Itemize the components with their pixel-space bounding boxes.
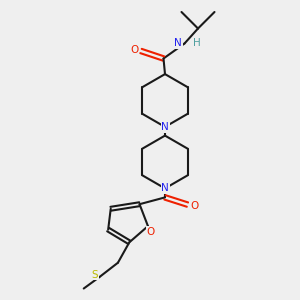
Text: N: N: [161, 183, 169, 194]
Text: N: N: [161, 122, 169, 132]
Text: O: O: [146, 226, 154, 236]
Text: O: O: [190, 201, 198, 211]
Text: S: S: [92, 270, 98, 280]
Text: H: H: [193, 38, 201, 49]
Text: O: O: [130, 45, 139, 55]
Text: N: N: [174, 38, 182, 49]
